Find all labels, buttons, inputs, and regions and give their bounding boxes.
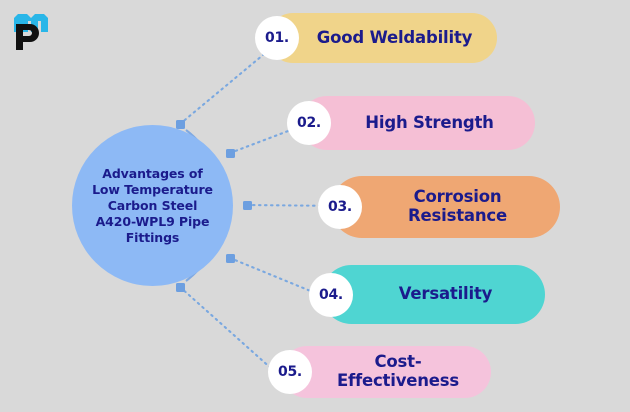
- item-label-5: Cost-Effectiveness: [336, 352, 460, 390]
- item-number-5: 05.: [278, 364, 302, 380]
- item-badge-2[interactable]: 02.: [287, 101, 331, 145]
- connector-node-5: [176, 283, 185, 292]
- connector-node-2: [226, 149, 235, 158]
- center-hub: Advantages of Low Temperature Carbon Ste…: [72, 125, 233, 286]
- item-number-1: 01.: [265, 30, 289, 46]
- item-badge-4[interactable]: 04.: [309, 272, 353, 317]
- item-pill-2[interactable]: High Strength: [300, 96, 535, 150]
- item-label-3: Corrosion Resistance: [408, 187, 507, 225]
- item-badge-5[interactable]: 05.: [268, 350, 312, 394]
- connector-node-3: [243, 201, 252, 210]
- item-badge-1[interactable]: 01.: [255, 16, 299, 60]
- page-title: Advantages of Low Temperature Carbon Ste…: [92, 165, 213, 245]
- item-number-4: 04.: [319, 286, 343, 303]
- item-label-2: High Strength: [365, 112, 494, 132]
- item-label-1: Good Weldability: [316, 27, 473, 47]
- item-number-2: 02.: [297, 115, 321, 131]
- connector-line-5: [178, 285, 275, 372]
- item-pill-5[interactable]: Cost-Effectiveness: [281, 346, 491, 398]
- item-badge-3[interactable]: 03.: [318, 185, 362, 229]
- item-pill-4[interactable]: Versatility: [322, 265, 545, 324]
- brand-logo: [8, 8, 66, 54]
- connector-line-4: [228, 256, 315, 294]
- item-number-3: 03.: [328, 199, 352, 215]
- connector-node-1: [176, 120, 185, 129]
- item-label-4: Versatility: [398, 284, 493, 304]
- item-pill-3[interactable]: Corrosion Resistance: [331, 176, 560, 238]
- item-pill-1[interactable]: Good Weldability: [268, 13, 497, 63]
- connector-node-4: [226, 254, 235, 263]
